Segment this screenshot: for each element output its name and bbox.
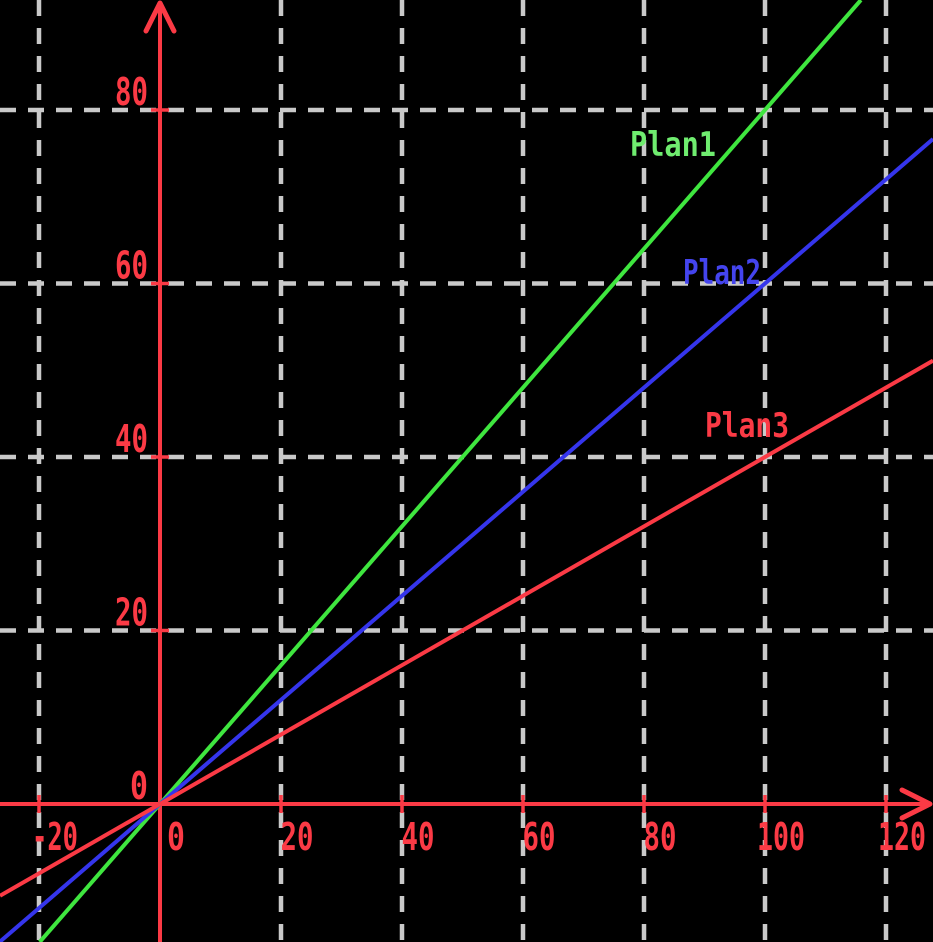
axis-ticks [37, 108, 888, 813]
x-tick-label: 100 [757, 815, 805, 859]
series-line-plan1 [38, 0, 863, 942]
series-label-plan1: Plan1 [630, 125, 716, 165]
series-line-plan3 [0, 358, 933, 898]
y-tick-label: 20 [115, 591, 148, 635]
x-axis-arrow-icon [899, 787, 933, 821]
series-label-plan3: Plan3 [705, 406, 789, 446]
y-tick-label: 80 [115, 70, 148, 114]
y-tick-label: 0 [130, 764, 148, 808]
series-labels: Plan1 Plan2 Plan3 [630, 125, 789, 446]
y-tick-label: 40 [115, 417, 148, 461]
x-tick-label: 60 [523, 815, 556, 859]
x-tick-label: 120 [878, 815, 926, 859]
tick-labels: -20 0 20 40 60 80 100 120 0 20 40 60 80 [32, 70, 926, 859]
y-tick-label: 60 [115, 244, 148, 288]
series-label-plan2: Plan2 [683, 253, 761, 293]
x-tick-label: 20 [281, 815, 314, 859]
y-axis-arrow-icon [143, 0, 177, 34]
x-tick-label: 40 [402, 815, 435, 859]
x-tick-label: 0 [167, 815, 185, 859]
x-tick-label: 80 [644, 815, 677, 859]
x-tick-label: -20 [32, 815, 78, 859]
